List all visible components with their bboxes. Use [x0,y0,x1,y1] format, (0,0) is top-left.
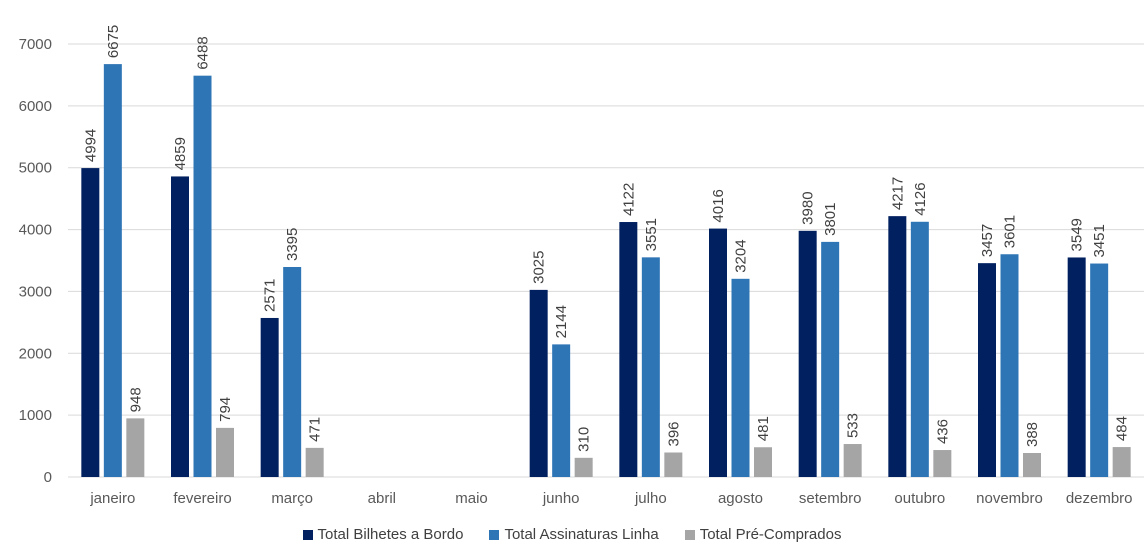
bar [81,168,100,477]
bar [664,452,683,477]
bar [888,216,907,477]
x-tick-label: dezembro [1066,490,1133,507]
x-tick-label: julho [634,490,667,507]
data-label: 3980 [800,191,817,224]
x-tick-label: setembro [799,490,862,507]
y-tick-label: 5000 [19,160,52,177]
legend: Total Bilhetes a Bordo Total Assinaturas… [0,526,1144,543]
bar [216,427,234,477]
data-label: 3451 [1091,224,1108,257]
data-label: 6488 [195,36,212,69]
bar [1023,452,1041,477]
bar-chart: 0 1000 2000 3000 4000 5000 6000 7000 4994 6675 948… [19,25,1144,507]
bar [709,228,727,477]
x-tick-label: junho [542,490,580,507]
bar [305,447,324,477]
legend-label-assinaturas: Total Assinaturas Linha [504,526,659,543]
data-label: 2571 [262,279,279,312]
bar [1090,263,1109,477]
x-tick-label: novembro [976,490,1043,507]
x-tick-label: janeiro [89,490,135,507]
bar [619,222,638,477]
bar [260,317,279,477]
bar [731,278,750,477]
bar [529,289,548,477]
data-label: 533 [845,413,862,438]
data-label: 3601 [1002,215,1019,248]
legend-swatch-assinaturas [489,529,500,540]
data-label: 4994 [82,129,99,162]
y-tick-label: 1000 [19,407,52,424]
data-label: 3395 [284,228,301,261]
x-tick-label: abril [368,490,396,507]
legend-item-precomprados: Total Pré-Comprados [684,526,842,543]
bar [552,344,571,477]
legend-label-precomprados: Total Pré-Comprados [699,526,842,543]
x-tick-label: fevereiro [173,490,231,507]
bar [193,75,212,477]
data-label: 6675 [105,25,122,58]
bar [910,221,929,477]
data-label: 3801 [822,203,839,236]
bar [978,263,996,477]
y-tick-label: 4000 [19,222,52,239]
data-label: 4217 [889,177,906,210]
bar [1000,254,1019,477]
y-tick-label: 3000 [19,283,52,300]
data-label: 471 [307,417,324,442]
data-label: 4126 [912,182,929,215]
data-label: 481 [755,416,772,441]
y-tick-label: 7000 [19,36,52,53]
data-label: 3551 [643,218,660,251]
y-tick-label: 6000 [19,98,52,115]
y-tick-label: 2000 [19,345,52,362]
legend-item-bilhetes: Total Bilhetes a Bordo [302,526,464,543]
bar [821,241,840,477]
bar [103,64,122,477]
data-label: 310 [576,427,593,452]
bar [843,444,862,477]
data-label: 3025 [531,251,548,284]
data-label: 3457 [979,224,996,257]
data-label: 4859 [172,137,189,170]
data-label: 794 [217,397,234,422]
data-label: 2144 [553,305,570,338]
data-label: 436 [934,419,951,444]
y-tick-label: 0 [44,469,52,486]
bar [933,450,952,477]
data-label: 4016 [710,189,727,222]
legend-swatch-precomprados [684,529,695,540]
legend-swatch-bilhetes [302,529,313,540]
bar [798,230,817,477]
bar [126,418,145,477]
data-label: 388 [1024,422,1041,447]
data-label: 4122 [620,183,637,216]
data-label: 3204 [733,239,750,272]
bar [283,266,302,477]
legend-label-bilhetes: Total Bilhetes a Bordo [317,526,464,543]
data-label: 3549 [1069,218,1086,251]
data-label: 948 [127,387,144,412]
bar [574,457,593,477]
data-label: 484 [1114,416,1131,441]
data-label: 396 [665,421,682,446]
x-tick-label: outubro [894,490,945,507]
bar [1067,257,1086,477]
bar [641,257,660,477]
x-tick-label: maio [455,490,488,507]
x-tick-label: agosto [718,490,763,507]
bar [171,176,189,477]
x-tick-label: março [271,490,313,507]
bar [1112,447,1131,477]
legend-item-assinaturas: Total Assinaturas Linha [489,526,659,543]
bar [754,447,772,477]
